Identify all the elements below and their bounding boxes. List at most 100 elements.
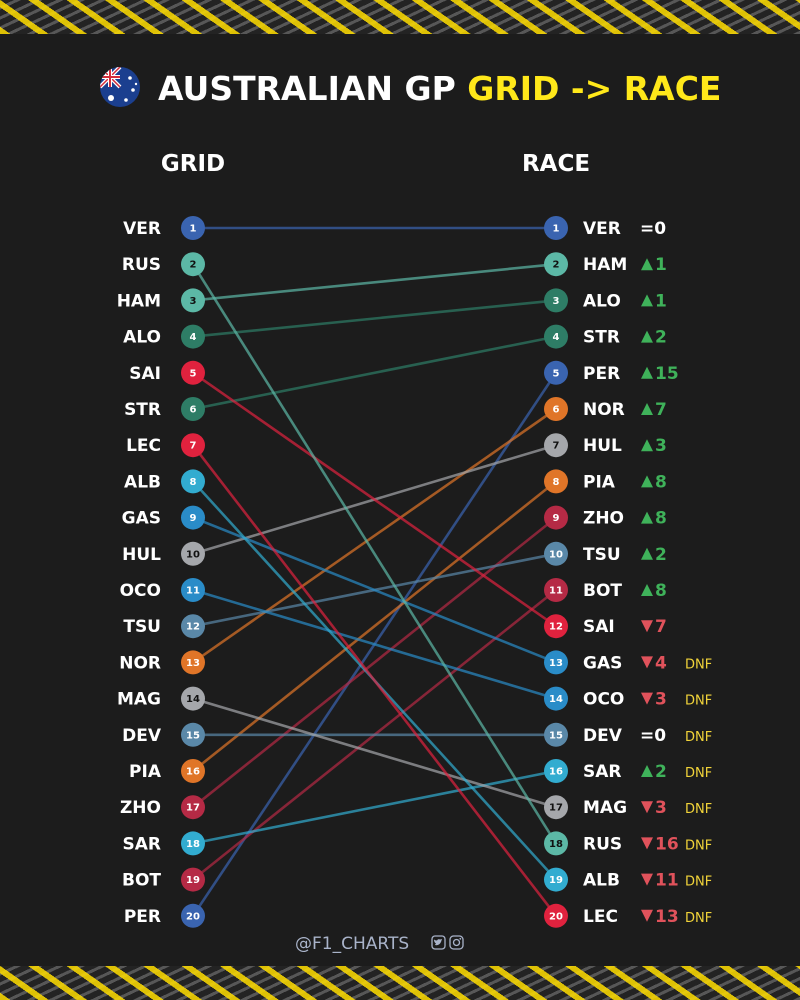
position-change-label: 11 (655, 871, 679, 891)
grid-driver-label: LEC (126, 436, 161, 456)
race-driver-label: BOT (583, 581, 622, 601)
up-arrow-icon (641, 403, 653, 415)
race-driver-label: HAM (583, 255, 627, 275)
race-position-marker (544, 867, 568, 892)
connector-sai (192, 371, 557, 628)
position-change-label: =0 (640, 726, 666, 746)
race-driver-label: STR (583, 328, 620, 348)
race-position-marker (544, 686, 568, 711)
dnf-label: DNF (685, 657, 712, 672)
grid-position-number: 16 (186, 767, 200, 778)
grid-position-number: 17 (186, 803, 200, 814)
grid-position-number: 6 (190, 405, 197, 416)
race-position-number: 19 (549, 875, 563, 886)
connector-oco (192, 588, 557, 700)
grid-driver-label: SAI (129, 364, 161, 384)
race-position-marker (544, 795, 568, 820)
footer: @F1_CHARTS (295, 934, 464, 954)
connector-rus (191, 263, 558, 845)
race-position-marker (544, 578, 568, 602)
grid-driver-label: HAM (117, 291, 161, 311)
race-driver-label: PIA (583, 472, 616, 492)
race-position-marker (544, 650, 568, 675)
up-arrow-icon (641, 765, 653, 777)
race-position-marker (544, 360, 568, 385)
grid-position-marker (181, 578, 205, 602)
race-position-marker (544, 541, 568, 566)
grid-position-marker (181, 650, 205, 675)
up-arrow-icon (641, 475, 653, 488)
grid-driver-label: NOR (119, 653, 161, 673)
grid-position-marker (181, 288, 205, 313)
race-position-number: 17 (549, 803, 563, 814)
dnf-label: DNF (685, 802, 712, 817)
race-position-number: 15 (549, 730, 563, 741)
footer-handle: @F1_CHARTS (295, 934, 409, 954)
race-position-number: 13 (549, 658, 563, 669)
connector-lec (191, 444, 558, 917)
race-position-number: 3 (553, 296, 560, 307)
grid-driver-label: PER (124, 907, 161, 927)
dnf-label: DNF (685, 838, 712, 853)
race-position-marker (544, 397, 568, 421)
grid-position-marker (181, 795, 205, 820)
up-arrow-icon (641, 258, 653, 271)
grid-driver-label: OCO (120, 581, 161, 601)
grid-position-marker (181, 469, 205, 494)
race-position-marker (544, 831, 568, 856)
position-change-label: 8 (655, 509, 667, 529)
grid-position-number: 11 (186, 586, 200, 597)
grid-position-number: 9 (190, 513, 197, 524)
race-position-marker (544, 759, 568, 783)
grid-driver-label: HUL (122, 545, 161, 565)
instagram-icon (449, 935, 464, 950)
race-position-number: 4 (553, 332, 560, 343)
grid-position-number: 5 (190, 368, 197, 379)
race-position-marker (544, 216, 568, 240)
position-change-label: 1 (655, 255, 667, 275)
grid-position-number: 3 (190, 296, 197, 307)
grid-position-marker (181, 903, 205, 928)
grid-driver-label: ALB (124, 472, 161, 492)
race-driver-label: ALO (583, 291, 621, 311)
grid-position-number: 1 (190, 224, 197, 235)
grid-driver-label: ALO (123, 328, 161, 348)
grid-position-marker (181, 686, 205, 711)
race-driver-label: HUL (583, 436, 622, 456)
position-change-label: 8 (655, 472, 667, 492)
down-arrow-icon (641, 692, 653, 705)
grid-driver-label: VER (123, 219, 161, 239)
dnf-label: DNF (685, 911, 712, 926)
grid-position-marker (181, 614, 205, 639)
grid-position-marker (181, 831, 205, 856)
bottom-border-texture (0, 966, 800, 1000)
race-position-number: 14 (549, 694, 563, 705)
race-position-number: 7 (553, 441, 560, 452)
down-arrow-icon (641, 801, 653, 814)
grid-position-number: 13 (186, 658, 200, 669)
race-position-number: 20 (549, 911, 563, 922)
grid-position-marker (181, 324, 205, 349)
grid-position-marker (181, 433, 205, 458)
grid-driver-label: TSU (123, 617, 161, 637)
race-driver-label: PER (583, 364, 620, 384)
connector-mag (192, 697, 557, 809)
race-position-marker (544, 433, 568, 458)
grid-position-number: 10 (186, 549, 200, 560)
grid-position-marker (181, 867, 205, 892)
connector-lines (191, 226, 558, 917)
race-driver-label: ZHO (583, 509, 624, 529)
grid-driver-label: PIA (129, 762, 162, 782)
up-arrow-icon (641, 439, 653, 452)
position-change-label: 3 (655, 798, 667, 818)
race-position-marker (544, 469, 568, 494)
race-position-number: 1 (553, 224, 560, 235)
twitter-icon (431, 935, 446, 950)
connector-zho (192, 516, 557, 809)
race-column-header: RACE (522, 151, 590, 177)
race-position-marker (544, 903, 568, 928)
race-position-marker (544, 614, 568, 639)
australia-flag-icon (100, 67, 140, 107)
down-arrow-icon (641, 873, 653, 886)
position-change-label: =0 (640, 219, 666, 239)
